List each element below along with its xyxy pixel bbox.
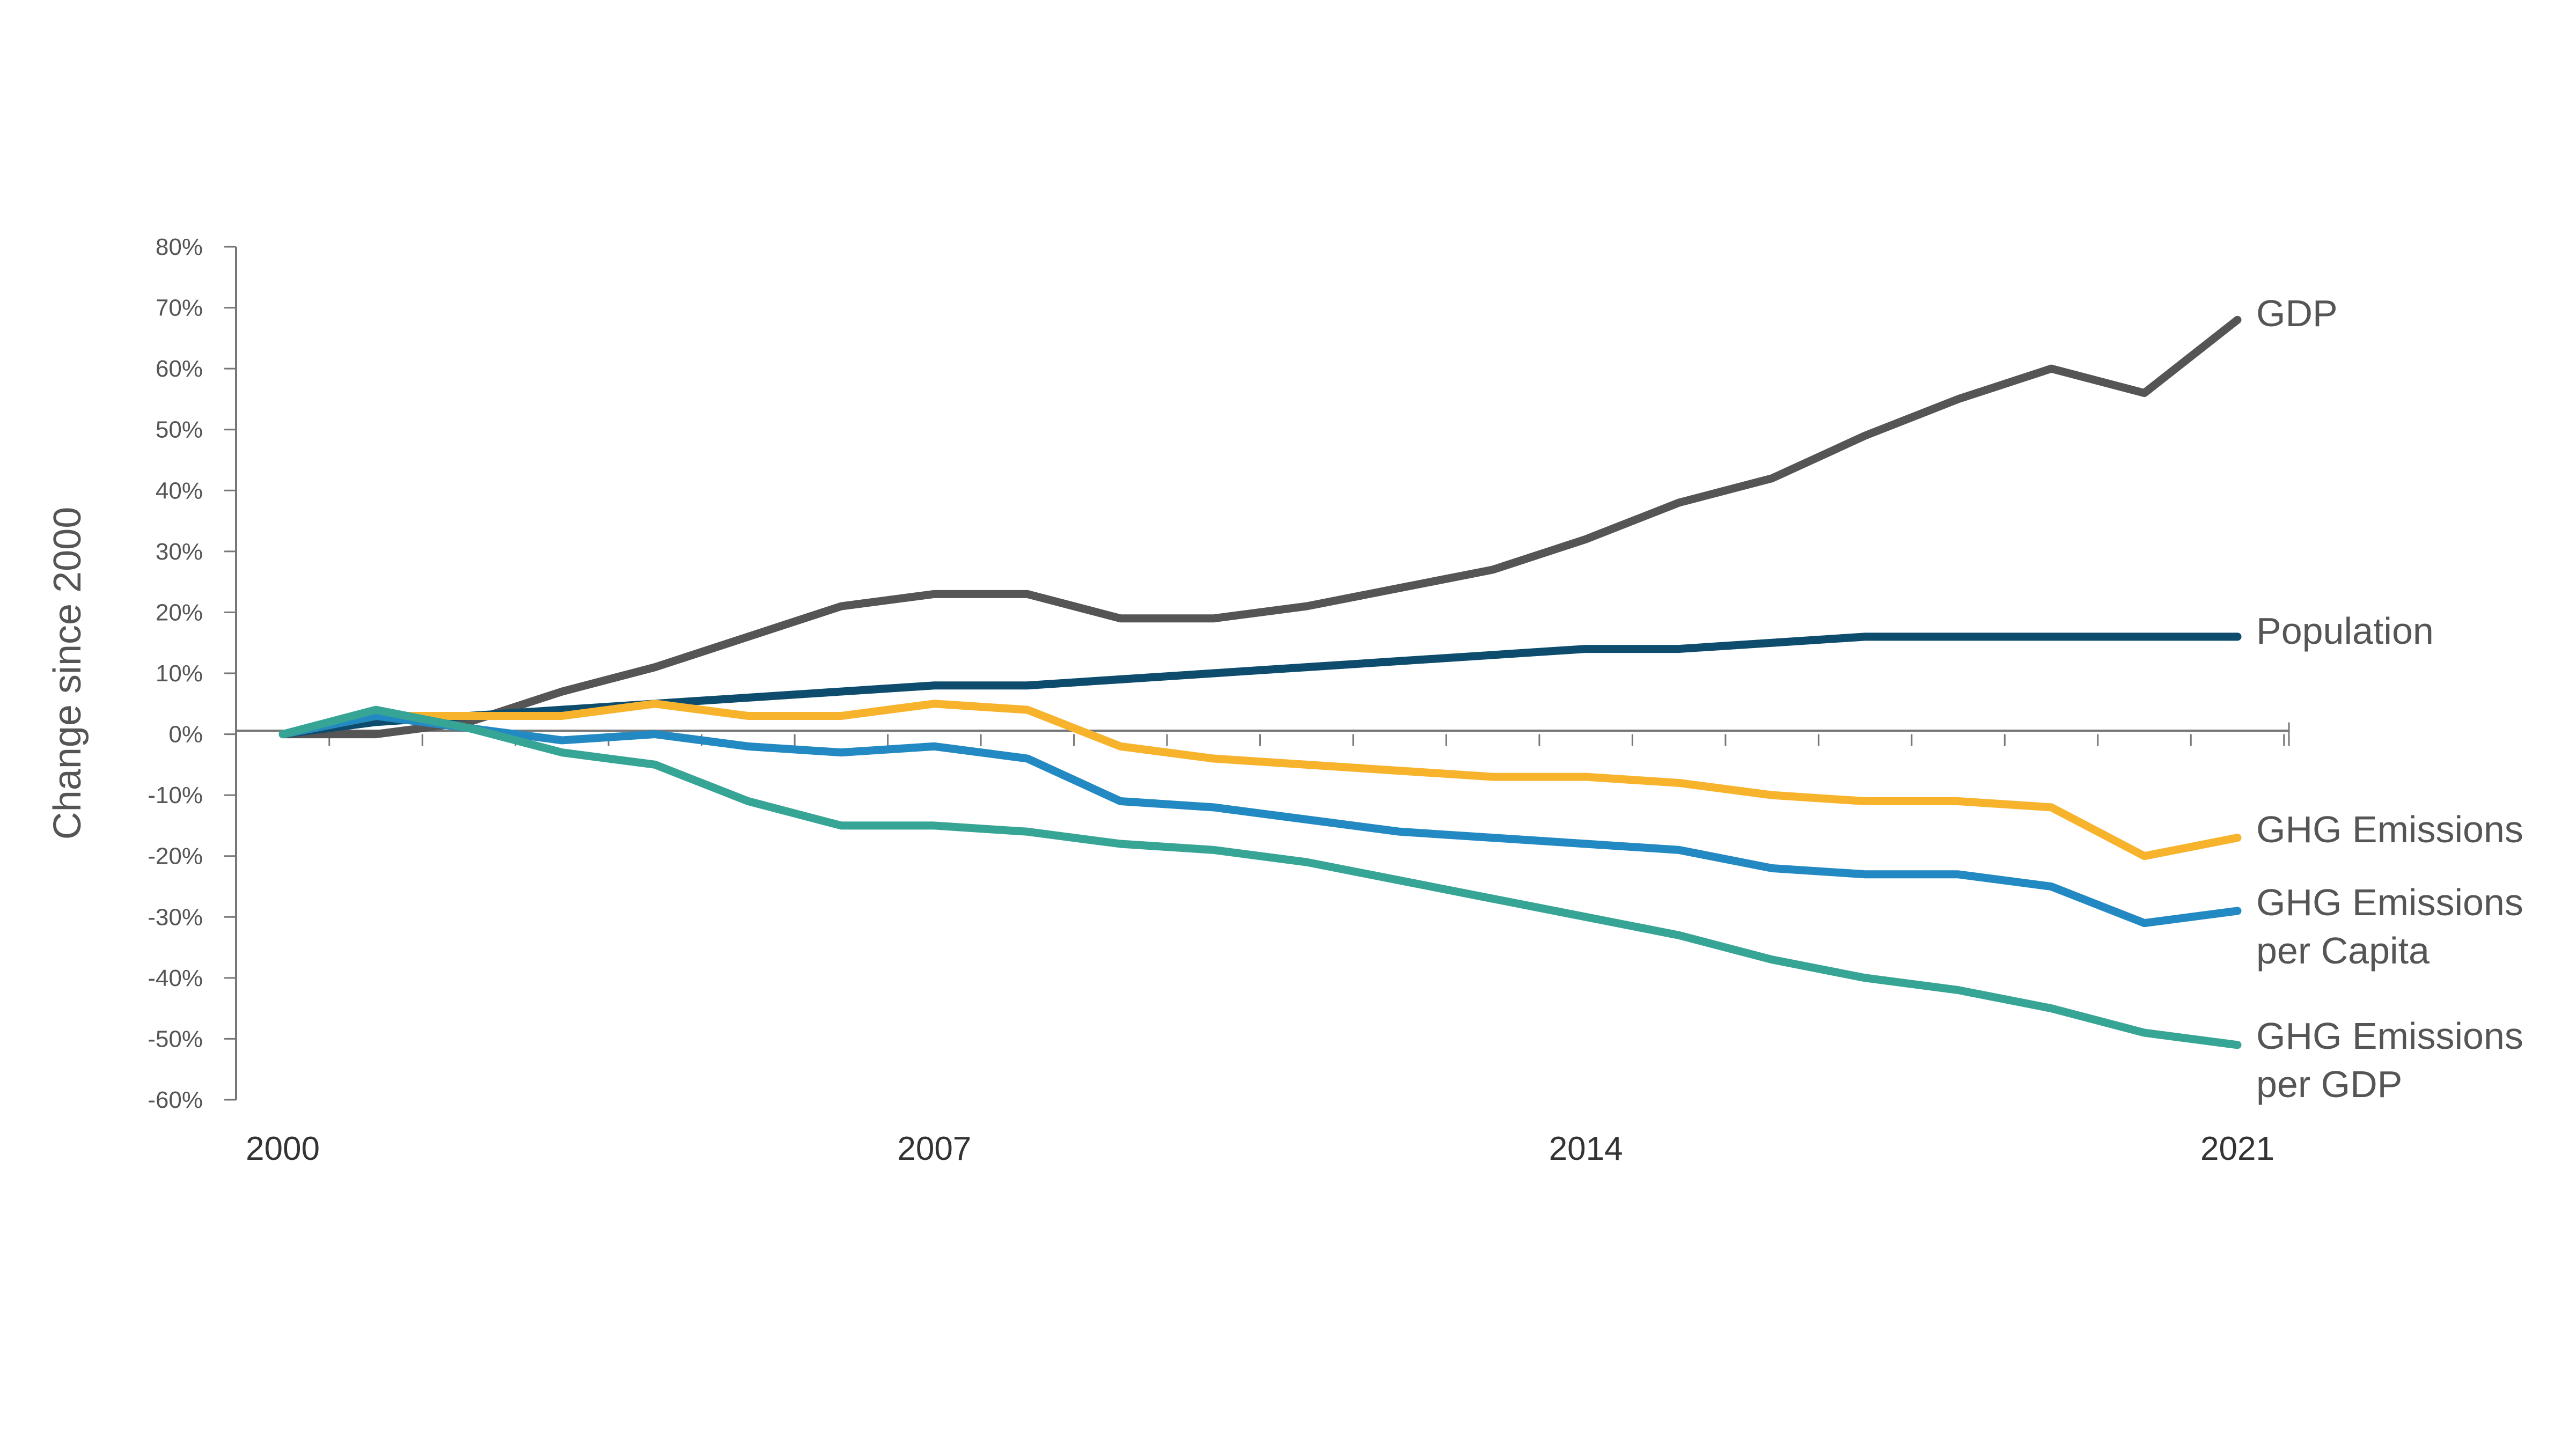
x-tick-label: 2021: [2200, 1130, 2274, 1167]
series-line-gdp: [278, 315, 2242, 739]
y-tick-label: -30%: [148, 904, 203, 930]
series-label-ghg-emissions-per-gdp: GHG Emissions per GDP: [2256, 1015, 2523, 1105]
y-tick-label: 30%: [156, 539, 203, 565]
y-tick-label: 0%: [168, 722, 203, 748]
y-tick-label: -20%: [148, 843, 203, 870]
series-line-ghg-emissions-per-capita: [278, 712, 2242, 928]
y-tick-label: -10%: [148, 782, 203, 808]
y-tick-label: -40%: [148, 965, 203, 991]
series-label-population: Population: [2256, 610, 2434, 652]
y-axis-ticks: 80% 70% 60% 50% 40% 30% 20% 10% 0% -10% -20% -30% -4…: [148, 234, 236, 1113]
x-tick-label: 2014: [1549, 1130, 1623, 1167]
y-tick-label: 80%: [156, 234, 203, 260]
y-tick-label: -60%: [148, 1087, 203, 1113]
series-line-ghg-emissions-per-gdp: [278, 705, 2242, 1049]
y-tick-label: 10%: [156, 660, 203, 687]
y-tick-label: 70%: [156, 295, 203, 321]
y-tick-label: 40%: [156, 477, 203, 504]
series-label-ghg-emissions-per-capita: GHG Emissions per Capita: [2256, 881, 2523, 972]
series-lines: [278, 315, 2242, 1049]
y-tick-label: 50%: [156, 417, 203, 443]
x-axis-ticks: 2000 2007 2014 2021: [246, 722, 2290, 1167]
x-tick-label: 2007: [897, 1130, 971, 1167]
series-label-line: GHG Emissions: [2256, 1015, 2523, 1057]
series-label-gdp: GDP: [2256, 292, 2338, 334]
y-tick-label: 20%: [156, 599, 203, 626]
y-axis-title: Change since 2000: [46, 507, 89, 840]
series-label-line: GHG Emissions: [2256, 881, 2523, 923]
x-tick-label: 2000: [246, 1130, 320, 1167]
series-label-line: per GDP: [2256, 1063, 2402, 1105]
series-labels: GDP Population GHG Emissions GHG Emissions p…: [2256, 292, 2523, 1105]
y-tick-label: -50%: [148, 1026, 203, 1052]
series-label-ghg-emissions: GHG Emissions: [2256, 808, 2523, 850]
series-label-line: per Capita: [2256, 930, 2430, 972]
series-line-ghg-emissions: [278, 700, 2242, 860]
y-tick-label: 60%: [156, 356, 203, 382]
